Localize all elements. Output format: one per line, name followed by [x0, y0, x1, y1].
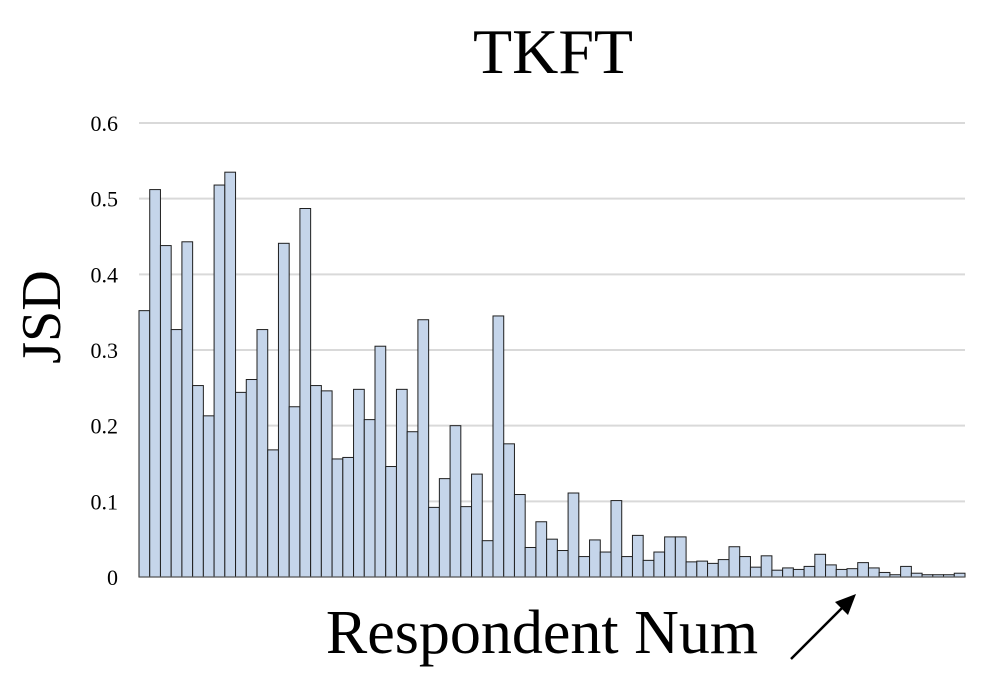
bar [417, 319, 430, 578]
bar [825, 564, 837, 578]
bar [696, 560, 709, 578]
chart-title: TKFT [473, 16, 633, 87]
bar [749, 566, 762, 578]
bar [363, 419, 376, 578]
bar [138, 310, 151, 578]
bar [782, 567, 794, 578]
bar [631, 534, 644, 578]
y-tick-label: 0.1 [91, 489, 119, 514]
bar [803, 565, 816, 578]
bar [717, 559, 730, 578]
bar [449, 425, 462, 578]
bar [771, 569, 784, 578]
bar [181, 241, 194, 578]
bar [814, 553, 827, 578]
y-tick-label: 0.5 [91, 187, 119, 212]
bar [235, 391, 247, 578]
bar [331, 458, 344, 578]
bar [685, 561, 698, 578]
y-tick-label: 0.3 [91, 338, 119, 363]
bar [192, 385, 204, 578]
bar [406, 431, 419, 578]
bar [653, 551, 666, 578]
bar [621, 556, 633, 578]
bar [878, 571, 891, 578]
bar [374, 345, 387, 578]
bar [674, 536, 687, 578]
bar [159, 245, 172, 578]
bar [546, 538, 558, 578]
y-tick-labels: 0 0.1 0.2 0.3 0.4 0.5 0.6 [91, 111, 119, 590]
bar [320, 390, 333, 578]
bars [138, 171, 966, 578]
bar [353, 388, 365, 578]
bar [213, 184, 226, 578]
bar [267, 449, 279, 578]
bar [578, 556, 591, 578]
bar [835, 568, 848, 578]
bar [707, 562, 719, 578]
up-right-arrow-icon [790, 594, 856, 660]
bar [857, 562, 869, 578]
bar [438, 478, 451, 578]
bar [224, 171, 237, 578]
bar [867, 567, 880, 578]
bar [149, 189, 161, 578]
bar [556, 550, 569, 578]
bar [256, 329, 269, 578]
bar [395, 388, 408, 578]
bar [535, 521, 548, 578]
bar [792, 568, 805, 578]
bar [492, 315, 505, 578]
y-tick-label: 0.6 [91, 111, 119, 136]
bar [642, 559, 655, 578]
y-tick-label: 0 [107, 565, 118, 590]
bar [728, 546, 741, 578]
bar [760, 555, 773, 578]
bar [245, 379, 258, 578]
bar [288, 406, 301, 578]
bar [664, 536, 676, 578]
bar [460, 506, 473, 578]
y-tick-label: 0.4 [91, 262, 119, 287]
y-tick-label: 0.2 [91, 414, 119, 439]
bar [503, 443, 515, 578]
bar [900, 565, 912, 578]
bar [342, 456, 355, 578]
bar [277, 242, 290, 578]
bar [589, 539, 601, 578]
bar [385, 466, 397, 578]
gridlines [139, 122, 965, 503]
bar [610, 500, 623, 578]
bar [846, 568, 859, 578]
bar [428, 506, 440, 578]
x-axis-label: Respondent Num [326, 599, 758, 667]
bar [471, 473, 483, 578]
bar [170, 329, 183, 578]
y-axis-label: JSD [11, 270, 73, 363]
bar [567, 492, 580, 578]
bar [202, 415, 215, 578]
bar [299, 208, 312, 578]
bar [739, 556, 751, 578]
bar [310, 385, 322, 578]
bar [481, 540, 494, 578]
bar [524, 546, 537, 578]
bar [513, 494, 526, 578]
bar [599, 551, 612, 578]
